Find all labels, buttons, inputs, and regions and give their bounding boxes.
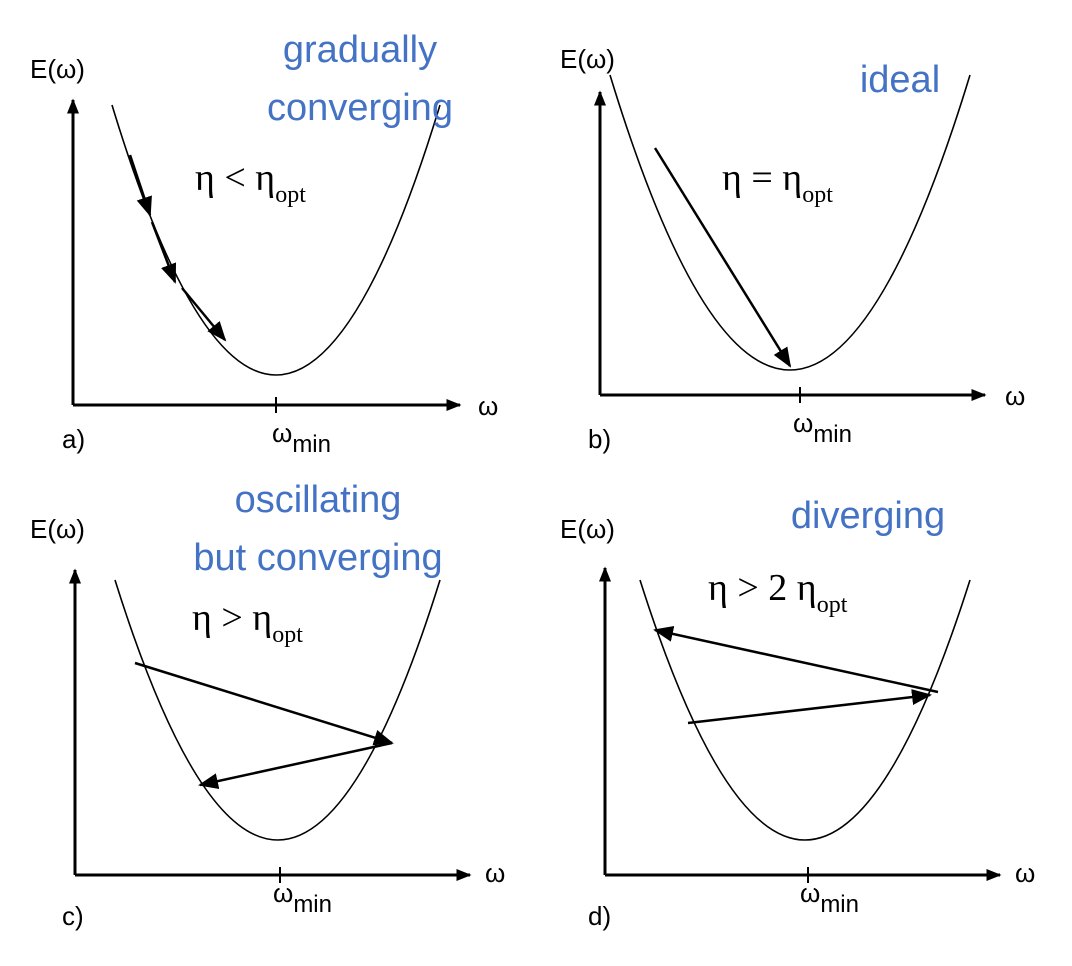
y-axis-label: E(ω) (30, 54, 85, 84)
min-label: ωmin (273, 878, 332, 918)
x-axis-label: ω (478, 391, 498, 421)
min-label: ωmin (800, 878, 859, 918)
eta-subscript: opt (272, 622, 303, 648)
eta-subscript: opt (275, 182, 306, 208)
error-curve (609, 74, 971, 371)
min-symbol: ω (272, 418, 292, 448)
step-arrow (134, 661, 394, 746)
step-arrow (181, 287, 227, 342)
x-axis-label: ω (1015, 858, 1035, 888)
min-symbol: ω (800, 878, 820, 908)
x-axis-label: ω (1005, 381, 1025, 411)
y-axis-label: E(ω) (30, 514, 85, 544)
eta-relation: η < ηopt (195, 157, 306, 208)
step-arrow (198, 741, 393, 789)
panel-letter: c) (62, 901, 84, 931)
caption: ideal (860, 59, 940, 101)
panel-c: E(ω) ω ωmin c) η > ηopt oscillating but … (30, 479, 505, 931)
caption: gradually (283, 29, 437, 71)
panel-letter: b) (588, 424, 611, 454)
eta-text: η < η (195, 157, 275, 199)
min-subscript: min (293, 891, 332, 918)
eta-relation: η > 2 ηopt (708, 567, 848, 618)
min-label: ωmin (272, 418, 331, 458)
eta-text: η > 2 η (708, 567, 817, 609)
min-subscript: min (820, 891, 859, 918)
eta-relation: η = ηopt (722, 157, 833, 208)
eta-text: η > η (192, 597, 272, 639)
eta-subscript: opt (817, 592, 848, 618)
eta-text: η = η (722, 157, 802, 199)
min-subscript: min (292, 431, 331, 458)
panel-letter: d) (588, 901, 611, 931)
panel-b: E(ω) ω ωmin b) η = ηopt ideal (560, 44, 1025, 454)
panel-a: E(ω) ω ωmin a) η < ηopt gradually conver… (30, 29, 498, 458)
step-arrow (150, 221, 177, 284)
caption: converging (267, 87, 453, 129)
panel-d: E(ω) ω ωmin d) η > 2 ηopt diverging (560, 495, 1035, 931)
step-arrow (128, 154, 152, 217)
caption: but converging (193, 537, 442, 579)
panel-letter: a) (62, 424, 85, 454)
eta-subscript: opt (802, 182, 833, 208)
step-arrow (653, 147, 792, 368)
error-curve (111, 104, 441, 376)
eta-relation: η > ηopt (192, 597, 303, 648)
min-label: ωmin (793, 408, 852, 448)
x-axis-label: ω (485, 858, 505, 888)
error-curve (639, 579, 971, 841)
y-axis-label: E(ω) (560, 44, 615, 74)
min-symbol: ω (793, 408, 813, 438)
caption: oscillating (235, 479, 402, 521)
min-subscript: min (813, 421, 852, 448)
caption: diverging (791, 495, 945, 537)
min-symbol: ω (273, 878, 293, 908)
step-arrow (653, 626, 939, 694)
y-axis-label: E(ω) (560, 514, 615, 544)
step-arrow (687, 689, 932, 725)
error-curve (114, 579, 441, 841)
